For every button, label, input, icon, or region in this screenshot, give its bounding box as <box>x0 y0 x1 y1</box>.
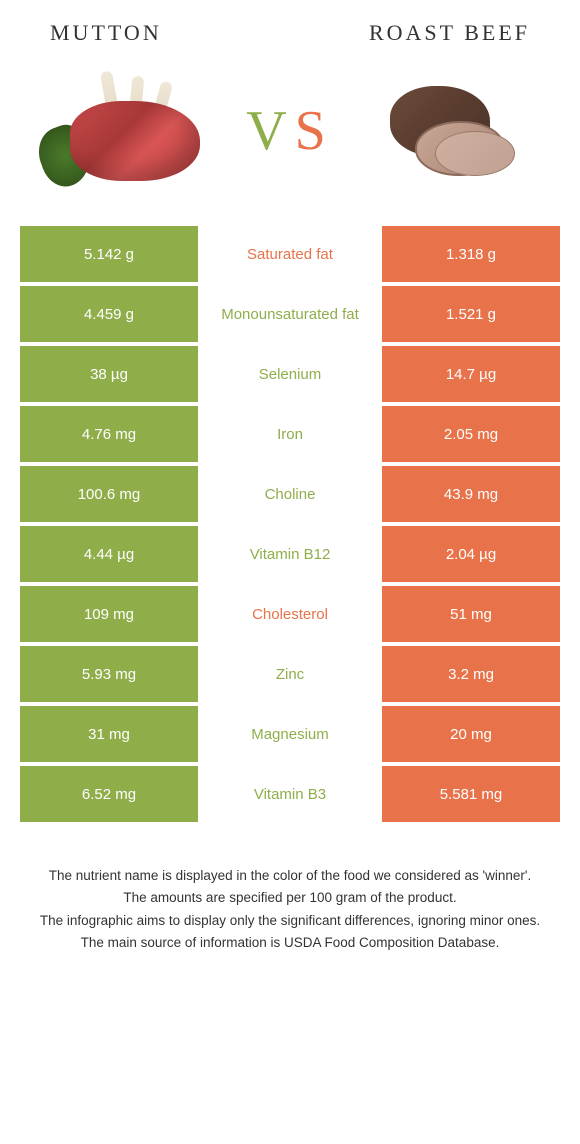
table-row: 4.76 mgIron2.05 mg <box>20 406 560 462</box>
comparison-table: 5.142 gSaturated fat1.318 g4.459 gMonoun… <box>0 226 580 822</box>
header: Mutton Roast beef <box>0 0 580 56</box>
roastbeef-image <box>350 66 550 196</box>
left-value: 4.459 g <box>20 286 198 342</box>
table-row: 38 µgSelenium14.7 µg <box>20 346 560 402</box>
right-value: 3.2 mg <box>382 646 560 702</box>
left-value: 109 mg <box>20 586 198 642</box>
right-value: 1.521 g <box>382 286 560 342</box>
footer-line: The amounts are specified per 100 gram o… <box>30 888 550 908</box>
mutton-image <box>30 66 230 196</box>
right-value: 2.04 µg <box>382 526 560 582</box>
footer-line: The nutrient name is displayed in the co… <box>30 866 550 886</box>
left-value: 31 mg <box>20 706 198 762</box>
table-row: 4.459 gMonounsaturated fat1.521 g <box>20 286 560 342</box>
left-value: 5.93 mg <box>20 646 198 702</box>
right-value: 5.581 mg <box>382 766 560 822</box>
left-value: 5.142 g <box>20 226 198 282</box>
nutrient-name: Zinc <box>198 646 382 702</box>
nutrient-name: Magnesium <box>198 706 382 762</box>
table-row: 6.52 mgVitamin B35.581 mg <box>20 766 560 822</box>
right-value: 1.318 g <box>382 226 560 282</box>
table-row: 109 mgCholesterol51 mg <box>20 586 560 642</box>
nutrient-name: Vitamin B12 <box>198 526 382 582</box>
nutrient-name: Saturated fat <box>198 226 382 282</box>
table-row: 5.142 gSaturated fat1.318 g <box>20 226 560 282</box>
right-value: 51 mg <box>382 586 560 642</box>
left-value: 4.44 µg <box>20 526 198 582</box>
footer-line: The main source of information is USDA F… <box>30 933 550 953</box>
right-value: 43.9 mg <box>382 466 560 522</box>
table-row: 5.93 mgZinc3.2 mg <box>20 646 560 702</box>
right-food-title: Roast beef <box>369 20 530 46</box>
table-row: 31 mgMagnesium20 mg <box>20 706 560 762</box>
right-value: 20 mg <box>382 706 560 762</box>
nutrient-name: Selenium <box>198 346 382 402</box>
nutrient-name: Cholesterol <box>198 586 382 642</box>
left-value: 38 µg <box>20 346 198 402</box>
right-value: 14.7 µg <box>382 346 560 402</box>
left-food-title: Mutton <box>50 20 162 46</box>
right-value: 2.05 mg <box>382 406 560 462</box>
hero-section: VS <box>0 56 580 226</box>
vs-v: V <box>246 100 294 162</box>
table-row: 100.6 mgCholine43.9 mg <box>20 466 560 522</box>
footer-line: The infographic aims to display only the… <box>30 911 550 931</box>
footer-notes: The nutrient name is displayed in the co… <box>0 826 580 953</box>
left-value: 100.6 mg <box>20 466 198 522</box>
nutrient-name: Choline <box>198 466 382 522</box>
left-value: 4.76 mg <box>20 406 198 462</box>
vs-label: VS <box>246 99 334 163</box>
left-value: 6.52 mg <box>20 766 198 822</box>
nutrient-name: Vitamin B3 <box>198 766 382 822</box>
nutrient-name: Iron <box>198 406 382 462</box>
nutrient-name: Monounsaturated fat <box>198 286 382 342</box>
vs-s: S <box>295 100 334 162</box>
table-row: 4.44 µgVitamin B122.04 µg <box>20 526 560 582</box>
